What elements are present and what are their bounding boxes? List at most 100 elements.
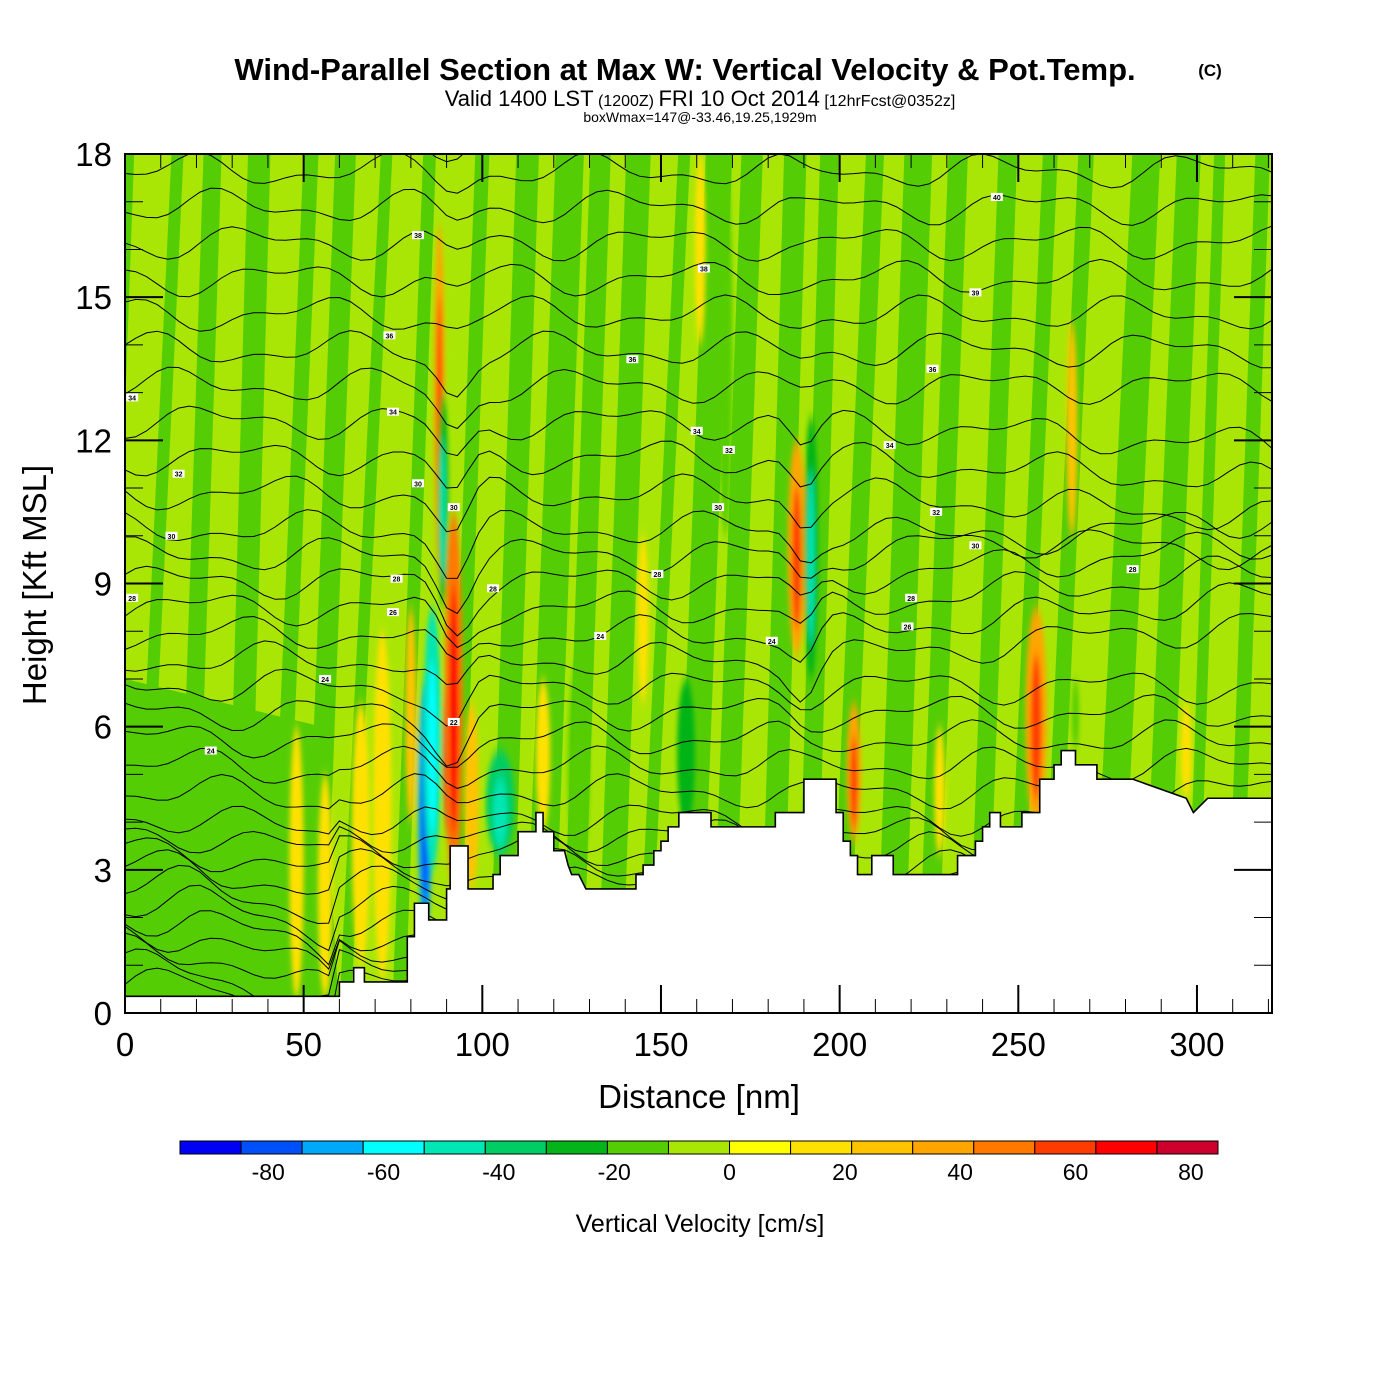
title-block: Wind-Parallel Section at Max W: Vertical…	[234, 52, 1221, 125]
contour-label-box	[969, 541, 982, 550]
theta-isentrope	[125, 330, 1272, 398]
colorbar-bin	[790, 1140, 853, 1155]
w-feature-core	[792, 486, 802, 630]
contour-label: 24	[321, 677, 329, 684]
contour-label: 24	[768, 639, 776, 646]
contour-label: 28	[489, 586, 497, 593]
subtitle-utc: (1200Z)	[598, 93, 654, 110]
colorbar-bin	[423, 1140, 486, 1155]
w-feature-core	[807, 470, 815, 646]
contour-label-box	[126, 593, 139, 602]
contour-label-box	[990, 192, 1003, 201]
colorbar-bin	[1034, 1140, 1097, 1155]
contour-label: 36	[386, 333, 394, 340]
subtitle-valid: Valid 1400 LST	[445, 86, 594, 111]
colorbar-tick-label: 40	[947, 1159, 973, 1185]
contour-label-box	[204, 746, 217, 755]
colorbar-bin	[179, 1140, 242, 1155]
contour-label: 26	[904, 624, 912, 631]
colorbar-tick-label: 0	[723, 1159, 736, 1185]
w-field-stripes	[125, 154, 1323, 1013]
w-feature	[568, 655, 590, 875]
contour-label-box	[969, 288, 982, 297]
y-tick-label: 12	[75, 422, 112, 459]
contour-label: 34	[693, 429, 701, 436]
theta-isentrope	[125, 582, 1272, 663]
contour-label: 36	[628, 357, 636, 364]
contour-label: 32	[175, 472, 183, 479]
contour-label-box	[319, 674, 332, 683]
contour-label: 36	[929, 367, 937, 374]
theta-isentrope	[125, 531, 1272, 637]
contour-label-box	[697, 264, 710, 273]
contour-label: 28	[907, 596, 915, 603]
colorbar-tick-label: -20	[598, 1159, 631, 1185]
contour-label: 22	[450, 720, 458, 727]
colorbar-tick-label: 60	[1063, 1159, 1089, 1185]
x-axis-title: Distance [nm]	[598, 1078, 800, 1115]
theta-isentrope	[125, 366, 1272, 430]
contour-label: 34	[128, 395, 136, 402]
colorbar-bin	[1095, 1140, 1158, 1155]
y-tick-label: 0	[94, 995, 112, 1032]
theta-isentrope	[125, 668, 1272, 727]
contour-label-box	[926, 364, 939, 373]
colorbar-bin	[545, 1140, 608, 1155]
x-tick-label: 0	[116, 1026, 134, 1063]
colorbar-bin	[484, 1140, 547, 1155]
plot-area: 34 32 30 28 24 24 36 34 26 28 38 30 30 28 22 36 24 28 34 38…	[125, 154, 1323, 1013]
x-tick-label: 100	[455, 1026, 510, 1063]
theta-isentrope	[125, 473, 1272, 533]
theta-isentrope	[125, 154, 1272, 194]
w-stripe	[597, 154, 651, 1013]
w-stripe	[1272, 154, 1323, 1013]
contour-label-box	[412, 231, 425, 240]
contour-label: 28	[1129, 567, 1137, 574]
colorbar-tick-label: 80	[1178, 1159, 1204, 1185]
w-feature	[1066, 321, 1078, 536]
contour-label: 26	[389, 610, 397, 617]
w-feature-core	[440, 438, 446, 582]
contour-label-box	[383, 331, 396, 340]
w-feature	[405, 607, 417, 823]
subtitle-forecast: [12hrFcst@0352z]	[824, 93, 955, 110]
w-stripe	[829, 154, 885, 1013]
contour-label: 30	[414, 481, 422, 488]
contour-label: 28	[128, 596, 136, 603]
w-feature	[934, 726, 946, 856]
chart-title: Wind-Parallel Section at Max W: Vertical…	[234, 52, 1135, 87]
theta-isentrope	[125, 555, 1272, 649]
x-tick-label: 300	[1169, 1026, 1224, 1063]
contour-label-box	[487, 584, 500, 593]
w-stripe	[1185, 154, 1226, 1013]
contour-label: 34	[389, 410, 397, 417]
contour-label-box	[690, 426, 703, 435]
contour-label-box	[412, 479, 425, 488]
contour-label-box	[447, 717, 460, 726]
colorbar: -80 -60 -40 -20 0 20 40 60 80	[179, 1140, 1219, 1185]
theta-isentrope	[125, 440, 1272, 489]
contour-label-box	[165, 531, 178, 540]
w-feature	[637, 535, 649, 703]
w-feature	[317, 774, 333, 999]
w-feature	[694, 154, 706, 345]
contour-label-box	[651, 569, 664, 578]
theta-isentrope	[125, 405, 1272, 457]
contour-label: 24	[596, 634, 604, 641]
terrain-profile	[125, 749, 1272, 1013]
contour-label: 24	[207, 749, 215, 756]
w-stripe	[1005, 154, 1058, 1013]
theta-isentrope	[125, 512, 1272, 615]
y-tick-label: 3	[94, 852, 112, 889]
colorbar-bin	[973, 1140, 1036, 1155]
w-stripe	[636, 154, 691, 1013]
colorbar-tick-label: -80	[252, 1159, 285, 1185]
y-tick-label: 9	[94, 566, 112, 603]
x-tick-label: 50	[285, 1026, 322, 1063]
y-axis-title: Height [Kft MSL]	[16, 465, 53, 705]
w-feature	[718, 154, 733, 536]
terrain	[125, 749, 1272, 1013]
w-feature	[535, 678, 551, 832]
